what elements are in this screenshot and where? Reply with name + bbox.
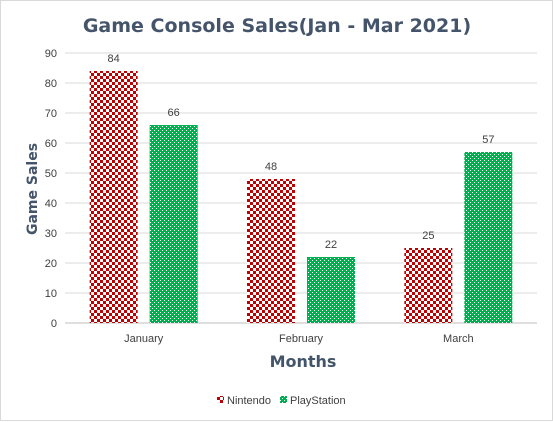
data-label: 25: [422, 230, 434, 242]
y-tick-label: 90: [45, 48, 57, 60]
legend: Nintendo PlayStation: [217, 395, 346, 407]
data-label: 22: [325, 239, 337, 251]
y-tick-label: 40: [45, 198, 57, 210]
x-axis-ticks: January February March: [124, 333, 474, 345]
data-label: 84: [108, 53, 120, 65]
legend-swatch-playstation: [280, 396, 287, 403]
y-tick-label: 50: [45, 168, 57, 180]
bar-playstation-february: [307, 257, 355, 323]
data-labels: 84 66 48 22 25 57: [108, 53, 495, 251]
chart-title: Game Console Sales(Jan - Mar 2021): [83, 15, 471, 37]
legend-label-playstation: PlayStation: [290, 395, 346, 407]
bar-playstation-january: [149, 125, 198, 323]
x-tick-label: January: [124, 333, 164, 345]
data-label: 66: [168, 107, 180, 119]
bar-nintendo-january: [89, 71, 138, 323]
x-tick-label: March: [443, 333, 474, 345]
y-tick-label: 30: [45, 228, 57, 240]
data-label: 48: [265, 161, 277, 173]
data-label: 57: [482, 134, 494, 146]
y-tick-label: 60: [45, 138, 57, 150]
y-axis-title: Game Sales: [25, 143, 41, 235]
x-axis-title: Months: [270, 352, 337, 371]
y-tick-label: 80: [45, 78, 57, 90]
y-tick-label: 10: [45, 288, 57, 300]
bar-playstation-march: [464, 152, 513, 323]
legend-label-nintendo: Nintendo: [227, 395, 271, 407]
bar-nintendo-march: [404, 248, 453, 323]
bars: [89, 71, 513, 323]
y-tick-label: 70: [45, 108, 57, 120]
legend-swatch-nintendo: [217, 396, 224, 403]
x-tick-label: February: [279, 333, 324, 345]
y-axis-ticks: 0 10 20 30 40 50 60 70 80 90: [45, 48, 57, 330]
gridlines: [65, 52, 537, 324]
bar-nintendo-february: [247, 179, 295, 323]
y-tick-label: 20: [45, 258, 57, 270]
y-tick-label: 0: [51, 318, 57, 330]
